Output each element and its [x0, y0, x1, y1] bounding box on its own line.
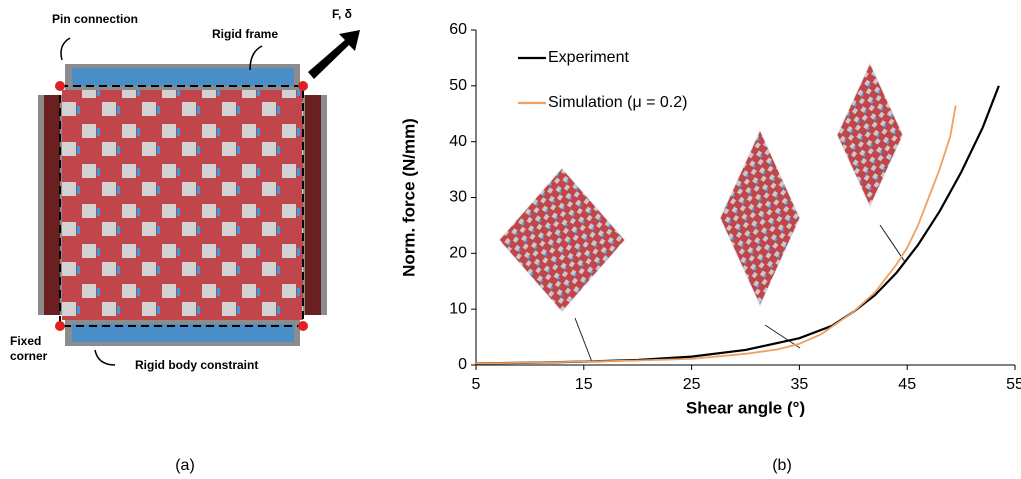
pin: [55, 81, 65, 91]
label: Rigid body constraint: [135, 358, 258, 372]
y-tick-label: 0: [458, 356, 467, 373]
y-tick-label: 60: [449, 21, 467, 38]
y-tick-label: 10: [449, 300, 467, 317]
pin: [55, 321, 65, 331]
y-tick-label: 30: [449, 189, 467, 206]
caption: (a): [175, 457, 195, 474]
inset-mesh: [498, 167, 626, 313]
label: F, δ: [332, 7, 352, 21]
y-tick-label: 50: [449, 77, 467, 94]
leader-line: [764, 324, 801, 349]
caption: (b): [772, 457, 792, 474]
x-tick-label: 45: [898, 376, 916, 393]
pointer: [60, 37, 71, 61]
label: Rigid frame: [212, 27, 278, 41]
pin: [298, 321, 308, 331]
frame-left-inner: [44, 95, 60, 315]
y-tick-label: 20: [449, 245, 467, 262]
x-tick-label: 5: [472, 376, 481, 393]
label: Fixed: [10, 334, 41, 348]
insets: [498, 61, 906, 363]
legend-label: Simulation (μ = 0.2): [548, 94, 688, 111]
x-axis-label: Shear angle (°): [686, 398, 805, 417]
leader-line: [879, 224, 906, 263]
force-arrow: [308, 30, 360, 79]
pin-frame: [59, 85, 304, 327]
panel-a: Pin connection Rigid frame F, δ Fixed co…: [10, 7, 360, 474]
y-axis-label: Norm. force (N/mm): [399, 118, 418, 277]
pointer: [249, 45, 263, 71]
label: Pin connection: [52, 12, 138, 26]
leader-line: [574, 317, 593, 363]
frame-right-inner: [305, 95, 321, 315]
pin: [298, 81, 308, 91]
legend-label: Experiment: [548, 49, 629, 66]
inset-mesh: [836, 61, 904, 209]
y-tick-label: 40: [449, 133, 467, 150]
label: corner: [10, 349, 48, 363]
yarns-bottom: [72, 324, 294, 342]
yarns-top: [72, 68, 294, 86]
fabric: [62, 90, 303, 320]
chart: 0 10 20 30 40 50 60 5 15 25 35 45 55 Shear angle (°) N…: [399, 21, 1021, 417]
x-tick-label: 25: [683, 376, 701, 393]
inset-mesh: [719, 128, 801, 308]
x-tick-label: 35: [791, 376, 809, 393]
line-series: [475, 105, 957, 365]
pointer: [94, 349, 116, 366]
x-tick-label: 15: [575, 376, 593, 393]
x-tick-label: 55: [1006, 376, 1021, 393]
